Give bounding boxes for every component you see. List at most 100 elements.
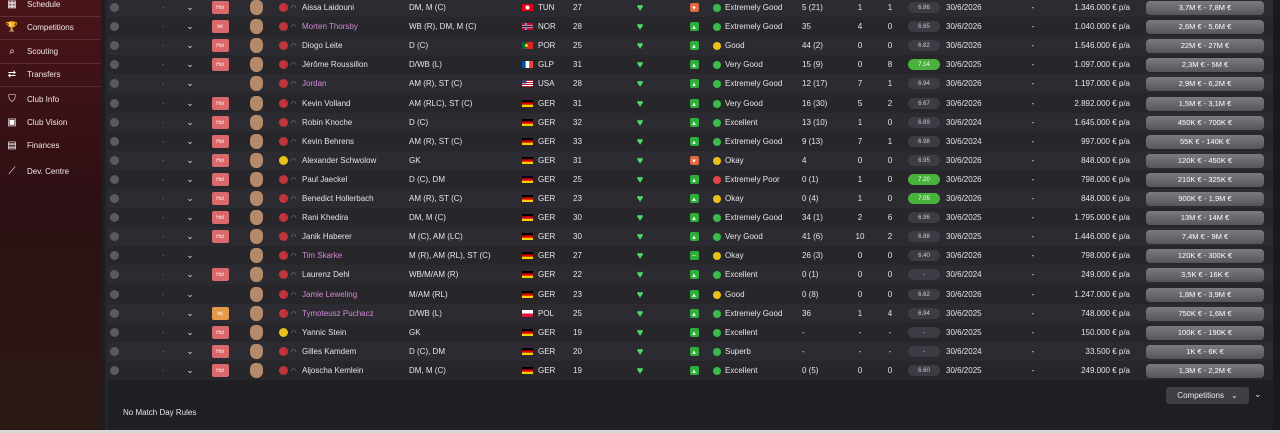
select-checkbox[interactable] [108, 94, 120, 113]
interaction-bubble-icon[interactable]: ◠ [290, 119, 297, 127]
transfer-value[interactable]: 120K € - 300K € [1146, 246, 1268, 265]
competitions-dropdown[interactable]: Competitions ⌄ [1166, 387, 1249, 404]
row-menu-chevron-icon[interactable]: ⌄ [186, 136, 194, 146]
select-checkbox[interactable] [108, 189, 120, 208]
transfer-value[interactable]: 1,8M € - 3,9M € [1146, 285, 1268, 304]
sidebar-item-club-vision[interactable]: ▣ Club Vision [0, 111, 101, 134]
table-row[interactable]: - ⌄ Hol ◠ Robin Knoche D (C) GER 32 ♥ ▴ Excellent 1… [108, 113, 1273, 132]
player-name[interactable]: Morten Thorsby [302, 22, 358, 31]
value-range-pill[interactable]: 750K € - 1,6M € [1146, 306, 1264, 321]
player-name[interactable]: Gilles Kamdem [302, 347, 357, 356]
interaction-bubble-icon[interactable]: ◠ [290, 42, 297, 50]
select-checkbox[interactable] [108, 0, 120, 17]
transfer-value[interactable]: 22M € - 27M € [1146, 36, 1268, 55]
value-range-pill[interactable]: 1,8M € - 3,9M € [1146, 287, 1264, 302]
select-checkbox[interactable] [108, 342, 120, 361]
transfer-value[interactable]: 900K € - 1,9M € [1146, 189, 1268, 208]
select-checkbox[interactable] [108, 170, 120, 189]
value-range-pill[interactable]: 7,4M € - 9M € [1146, 229, 1264, 244]
value-range-pill[interactable]: 2,9M € - 6,2M € [1146, 76, 1264, 91]
interaction-bubble-icon[interactable]: ◠ [290, 367, 297, 375]
table-row[interactable]: - ⌄ Hol ◠ Janik Haberer M (C), AM (LC) GER 30 ♥ ▴… [108, 227, 1273, 246]
player-name[interactable]: Kevin Volland [302, 99, 351, 108]
value-range-pill[interactable]: 120K € - 300K € [1146, 248, 1264, 263]
interaction-bubble-icon[interactable]: ◠ [290, 252, 297, 260]
sidebar-item-competitions[interactable]: 🏆 Competitions [0, 16, 101, 39]
row-menu-chevron-icon[interactable]: ⌄ [186, 21, 194, 31]
row-menu-chevron-icon[interactable]: ⌄ [186, 174, 194, 184]
row-menu-chevron-icon[interactable]: ⌄ [186, 269, 194, 279]
select-checkbox[interactable] [108, 265, 120, 284]
player-name[interactable]: Kevin Behrens [302, 137, 355, 146]
value-range-pill[interactable]: 55K € - 140K € [1146, 134, 1264, 149]
table-row[interactable]: - ⌄ Hol ◠ Jérôme Roussillon D/WB (L) GLP 31 ♥ ▴ Ve… [108, 55, 1273, 74]
table-row[interactable]: - ⌄ Hol ◠ Diogo Leite D (C) POR 25 ♥ ▴ Good 44 (2) 0… [108, 36, 1273, 55]
select-checkbox[interactable] [108, 113, 120, 132]
value-range-pill[interactable]: 13M € - 14M € [1146, 210, 1264, 225]
transfer-value[interactable]: 1,3M € - 2,2M € [1146, 361, 1268, 380]
select-checkbox[interactable] [108, 246, 120, 265]
player-name[interactable]: Laurenz Dehl [302, 270, 350, 279]
interaction-bubble-icon[interactable]: ◠ [290, 80, 297, 88]
table-row[interactable]: - ⌄ Hol ◠ Yannic Stein GK GER 19 ♥ ▴ Excellent - - - -… [108, 323, 1273, 342]
row-menu-chevron-icon[interactable]: ⌄ [186, 2, 194, 12]
scrollbar[interactable] [1273, 0, 1280, 433]
value-range-pill[interactable]: 2,3M € - 5M € [1146, 57, 1264, 72]
sidebar-item-transfers[interactable]: ⇄ Transfers [0, 63, 101, 86]
row-menu-chevron-icon[interactable]: ⌄ [186, 365, 194, 375]
row-menu-chevron-icon[interactable]: ⌄ [186, 155, 194, 165]
table-row[interactable]: - ⌄ Hol ◠ Aissa Laidouni DM, M (C) TUN 27 ♥ ▾ Extr… [108, 0, 1273, 17]
transfer-value[interactable]: 1K € - 6K € [1146, 342, 1268, 361]
transfer-value[interactable]: 55K € - 140K € [1146, 132, 1268, 151]
interaction-bubble-icon[interactable]: ◠ [290, 348, 297, 356]
row-menu-chevron-icon[interactable]: ⌄ [186, 212, 194, 222]
table-row[interactable]: - ⌄ Hol ◠ Aljoscha Kemlein DM, M (C) GER 19 ♥ ▴ Ex… [108, 361, 1273, 380]
player-name[interactable]: Alexander Schwolow [302, 156, 377, 165]
row-menu-chevron-icon[interactable]: ⌄ [186, 78, 194, 88]
select-checkbox[interactable] [108, 227, 120, 246]
select-checkbox[interactable] [108, 361, 120, 380]
transfer-value[interactable]: 7,4M € - 9M € [1146, 227, 1268, 246]
interaction-bubble-icon[interactable]: ◠ [290, 157, 297, 165]
select-checkbox[interactable] [108, 55, 120, 74]
value-range-pill[interactable]: 2,6M € - 5,6M € [1146, 19, 1264, 34]
value-range-pill[interactable]: 22M € - 27M € [1146, 38, 1264, 53]
table-row[interactable]: - ⌄ Hol ◠ Kevin Behrens AM (R), ST (C) GER 33 ♥ ▴… [108, 132, 1273, 151]
sidebar-item-scouting[interactable]: ⌕ Scouting [0, 40, 101, 63]
transfer-value[interactable]: 2,6M € - 5,6M € [1146, 17, 1268, 36]
transfer-value[interactable]: 210K € - 325K € [1146, 170, 1268, 189]
value-range-pill[interactable]: 3,5K € - 16K € [1146, 267, 1264, 282]
table-row[interactable]: - ⌄ Hol ◠ Alexander Schwolow GK GER 31 ♥ ▾ Okay 4 0 0… [108, 151, 1273, 170]
row-menu-chevron-icon[interactable]: ⌄ [186, 59, 194, 69]
table-row[interactable]: - ⌄ Hol ◠ Rani Khedira DM, M (C) GER 30 ♥ ▴ Extrem… [108, 208, 1273, 227]
transfer-value[interactable]: 450K € - 700K € [1146, 113, 1268, 132]
interaction-bubble-icon[interactable]: ◠ [290, 4, 297, 12]
select-checkbox[interactable] [108, 17, 120, 36]
row-menu-chevron-icon[interactable]: ⌄ [186, 250, 194, 260]
sidebar-item-club-info[interactable]: ⛉ Club Info [0, 88, 101, 111]
player-name[interactable]: Aissa Laidouni [302, 3, 355, 12]
player-name[interactable]: Tymoteusz Puchacz [302, 309, 374, 318]
table-row[interactable]: - ⌄ Hol ◠ Laurenz Dehl WB/M/AM (R) GER 22 ♥ ▴ Exce… [108, 265, 1273, 284]
interaction-bubble-icon[interactable]: ◠ [290, 23, 297, 31]
select-checkbox[interactable] [108, 304, 120, 323]
collapse-chevron-icon[interactable]: ⌄ [1254, 389, 1262, 399]
player-name[interactable]: Paul Jaeckel [302, 175, 348, 184]
player-name[interactable]: Yannic Stein [302, 328, 347, 337]
select-checkbox[interactable] [108, 132, 120, 151]
row-menu-chevron-icon[interactable]: ⌄ [186, 346, 194, 356]
transfer-value[interactable]: 1,5M € - 3,1M € [1146, 94, 1268, 113]
transfer-value[interactable]: 2,9M € - 6,2M € [1146, 74, 1268, 93]
table-row[interactable]: - ⌄ Hol ◠ Kevin Volland AM (RLC), ST (C) GER 31… [108, 94, 1273, 113]
sidebar-item-finances[interactable]: ▤ Finances [0, 134, 101, 157]
row-menu-chevron-icon[interactable]: ⌄ [186, 40, 194, 50]
row-menu-chevron-icon[interactable]: ⌄ [186, 231, 194, 241]
transfer-value[interactable]: 13M € - 14M € [1146, 208, 1268, 227]
table-row[interactable]: - ⌄ Inj ◠ Tymoteusz Puchacz D/WB (L) POL 25 ♥ ▴ Ex… [108, 304, 1273, 323]
table-row[interactable]: - ⌄ Hol ◠ Paul Jaeckel D (C), DM GER 25 ♥ ▴ Extrem… [108, 170, 1273, 189]
row-menu-chevron-icon[interactable]: ⌄ [186, 117, 194, 127]
row-menu-chevron-icon[interactable]: ⌄ [186, 193, 194, 203]
interaction-bubble-icon[interactable]: ◠ [290, 271, 297, 279]
value-range-pill[interactable]: 900K € - 1,9M € [1146, 191, 1264, 206]
interaction-bubble-icon[interactable]: ◠ [290, 291, 297, 299]
